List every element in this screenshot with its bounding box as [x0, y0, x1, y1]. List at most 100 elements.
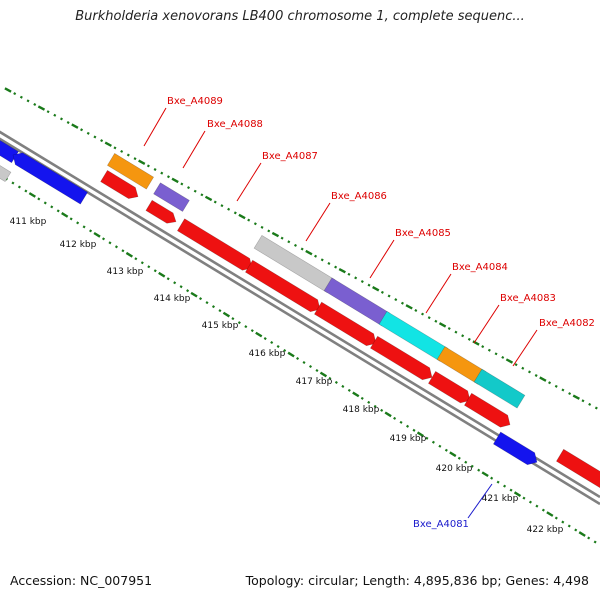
scale-tick	[125, 251, 133, 258]
scale-tick	[572, 394, 580, 400]
scale-tick	[250, 329, 254, 333]
label-leader-line	[143, 107, 167, 147]
scale-tick	[287, 240, 291, 244]
scale-tick	[200, 193, 204, 197]
scale-tick	[554, 516, 558, 520]
gene-label: Bxe_A4087	[262, 151, 318, 162]
scale-tick	[247, 218, 251, 222]
scale-tick	[503, 484, 507, 488]
scale-tick	[59, 117, 63, 121]
scale-tick	[11, 181, 15, 185]
scale-tick	[61, 212, 69, 218]
scale-tick	[393, 416, 397, 420]
scale-tick	[166, 277, 170, 281]
scale-tick	[527, 370, 531, 374]
scale-tick	[108, 241, 112, 245]
scale-tick	[394, 298, 398, 302]
gene-label: Bxe_A4089	[167, 96, 223, 107]
scale-tick	[328, 376, 332, 380]
scale-tick	[193, 189, 197, 193]
scale-tick	[205, 301, 209, 305]
scale-tick	[380, 290, 384, 294]
scale-tick	[561, 520, 565, 524]
scale-tick	[218, 309, 222, 313]
scale-tick	[561, 388, 565, 392]
scale-tick	[93, 135, 97, 139]
scale-tick	[153, 168, 157, 171]
scale-tick	[347, 388, 351, 392]
gene-arrow-red	[100, 169, 139, 199]
scale-tick	[438, 322, 447, 328]
scale-tick	[487, 348, 491, 352]
scale-tick	[522, 496, 526, 500]
gene-block-purple	[153, 182, 190, 212]
scale-tick	[147, 265, 151, 269]
scale-tick	[457, 456, 461, 460]
scale-tick	[180, 182, 184, 186]
map-title: Burkholderia xenovorans LB400 chromosome…	[75, 9, 525, 24]
gene-arrow-red	[555, 448, 600, 489]
scale-tick	[352, 391, 360, 398]
scale-tick	[481, 345, 485, 349]
gene-block-gray	[253, 234, 336, 294]
scale-tick	[260, 225, 264, 229]
label-leader-line	[425, 273, 452, 314]
scale-tick	[438, 444, 442, 448]
scale-tick	[505, 358, 514, 364]
scale-tick	[427, 316, 431, 320]
scale-tick	[253, 222, 257, 226]
scale-tick	[43, 201, 47, 205]
scale-tick	[233, 211, 237, 215]
gene-label: Bxe_A4083	[500, 293, 556, 304]
kbp-tick-label: 420 kbp	[436, 464, 473, 474]
gene-label: Bxe_A4086	[331, 191, 387, 202]
gene-block-cyan	[378, 310, 449, 362]
scale-tick	[140, 261, 144, 265]
scale-tick	[367, 400, 371, 404]
scale-tick	[494, 352, 498, 356]
scale-tick	[406, 424, 410, 428]
scale-tick	[263, 337, 267, 341]
scale-tick	[341, 384, 345, 388]
scale-tick	[53, 113, 57, 117]
scale-tick	[213, 200, 217, 204]
scale-tick	[354, 276, 358, 280]
scale-tick	[276, 345, 280, 349]
gene-block-orange	[436, 346, 487, 385]
scale-tick	[33, 102, 37, 106]
scale-tick	[82, 225, 86, 229]
scale-tick	[100, 139, 104, 143]
scale-tick	[514, 363, 518, 367]
scale-tick	[211, 305, 215, 309]
label-leader-line	[369, 239, 395, 279]
scale-tick	[160, 171, 164, 175]
scale-tick	[490, 476, 494, 480]
scale-tick	[568, 392, 572, 396]
scale-tick	[28, 192, 36, 198]
scale-tick	[271, 231, 280, 238]
scale-tick	[237, 321, 241, 325]
scale-tick	[509, 488, 513, 492]
gene-label: Bxe_A4084	[452, 262, 508, 273]
scale-tick	[581, 399, 585, 403]
scale-tick	[204, 195, 213, 202]
scale-tick	[444, 448, 448, 452]
scale-tick	[222, 311, 231, 318]
scale-tick	[270, 341, 274, 345]
kbp-tick-label: 417 kbp	[296, 377, 333, 387]
scale-tick	[425, 436, 429, 440]
scale-tick	[464, 460, 468, 464]
scale-tick	[400, 301, 404, 305]
scale-tick	[449, 451, 457, 458]
scale-tick	[76, 221, 80, 225]
gene-arrow-red	[369, 335, 433, 381]
scale-tick	[121, 249, 125, 253]
scale-tick	[89, 229, 93, 233]
scale-tick	[548, 381, 552, 385]
scale-tick	[387, 294, 391, 298]
scale-tick	[17, 185, 21, 189]
scale-tick	[104, 141, 112, 147]
scale-tick	[293, 243, 297, 247]
scale-tick	[470, 464, 474, 468]
label-leader-line	[305, 202, 331, 242]
